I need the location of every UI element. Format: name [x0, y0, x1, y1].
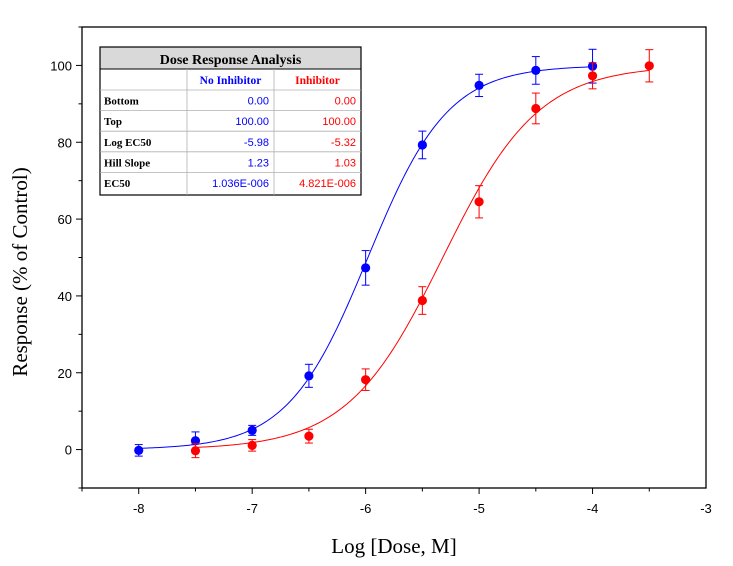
- data-point: [417, 295, 427, 306]
- data-point: [247, 440, 257, 450]
- table-border: [99, 46, 362, 196]
- table-cell: -5.32: [331, 137, 356, 149]
- data-point: [474, 80, 484, 90]
- x-tick-label: -5: [473, 501, 485, 516]
- table-title-background: [100, 47, 361, 69]
- table-title: Dose Response Analysis: [160, 53, 302, 68]
- data-point: [361, 263, 371, 273]
- y-tick-label: 100: [50, 58, 72, 73]
- table-column-header: Inhibitor: [295, 75, 340, 87]
- data-point: [531, 103, 541, 114]
- series-inhibitor: [190, 49, 654, 459]
- data-point: [190, 436, 201, 446]
- y-tick-label: 60: [58, 212, 72, 227]
- axes: -8 -7 -6 -5 -4 -3 0 20 40 60 80 100: [50, 26, 712, 516]
- table-cell: 100.00: [322, 116, 356, 128]
- data-point: [644, 61, 654, 71]
- table-row-label: Hill Slope: [104, 157, 150, 169]
- table-row-label: EC50: [104, 178, 131, 190]
- table-cell: 1.23: [248, 157, 269, 169]
- y-axis-title: Response (% of Control): [8, 167, 32, 376]
- data-point: [247, 425, 257, 435]
- y-tick-label: 20: [58, 366, 72, 381]
- table-cell: 0.00: [248, 96, 269, 108]
- x-tick-label: -8: [133, 501, 145, 516]
- data-point: [587, 71, 598, 81]
- data-point: [417, 140, 427, 150]
- x-axis-title: Log [Dose, M]: [331, 534, 456, 558]
- data-point: [304, 431, 314, 441]
- y-tick-label: 80: [58, 135, 72, 150]
- table-cell: 1.03: [335, 157, 356, 169]
- x-tick-label: -7: [246, 501, 258, 516]
- table-cell: 0.00: [335, 96, 356, 108]
- data-point: [474, 197, 484, 207]
- table-column-header: No Inhibitor: [200, 75, 262, 87]
- y-tick-label: 0: [65, 443, 72, 458]
- data-point: [304, 371, 314, 381]
- data-point: [134, 445, 144, 455]
- dose-response-analysis-table: Dose Response Analysis No Inhibitor Inhibi…: [99, 46, 362, 196]
- table-row-label: Top: [104, 116, 122, 128]
- table-cell: 4.821E-006: [299, 178, 356, 190]
- y-tick-label: 40: [58, 289, 72, 304]
- table-cell: 100.00: [235, 116, 269, 128]
- x-tick-label: -6: [360, 501, 372, 516]
- table-cell: -5.98: [244, 137, 269, 149]
- series-no-inhibitor: [134, 48, 598, 457]
- data-point: [361, 375, 371, 385]
- x-tick-label: -3: [700, 501, 712, 516]
- table-cell: 1.036E-006: [212, 178, 269, 190]
- table-row-label: Log EC50: [104, 137, 152, 149]
- table-row-label: Bottom: [104, 96, 139, 108]
- data-point: [190, 446, 201, 456]
- x-tick-label: -4: [587, 501, 599, 516]
- data-points: [134, 48, 654, 459]
- data-point: [531, 65, 541, 76]
